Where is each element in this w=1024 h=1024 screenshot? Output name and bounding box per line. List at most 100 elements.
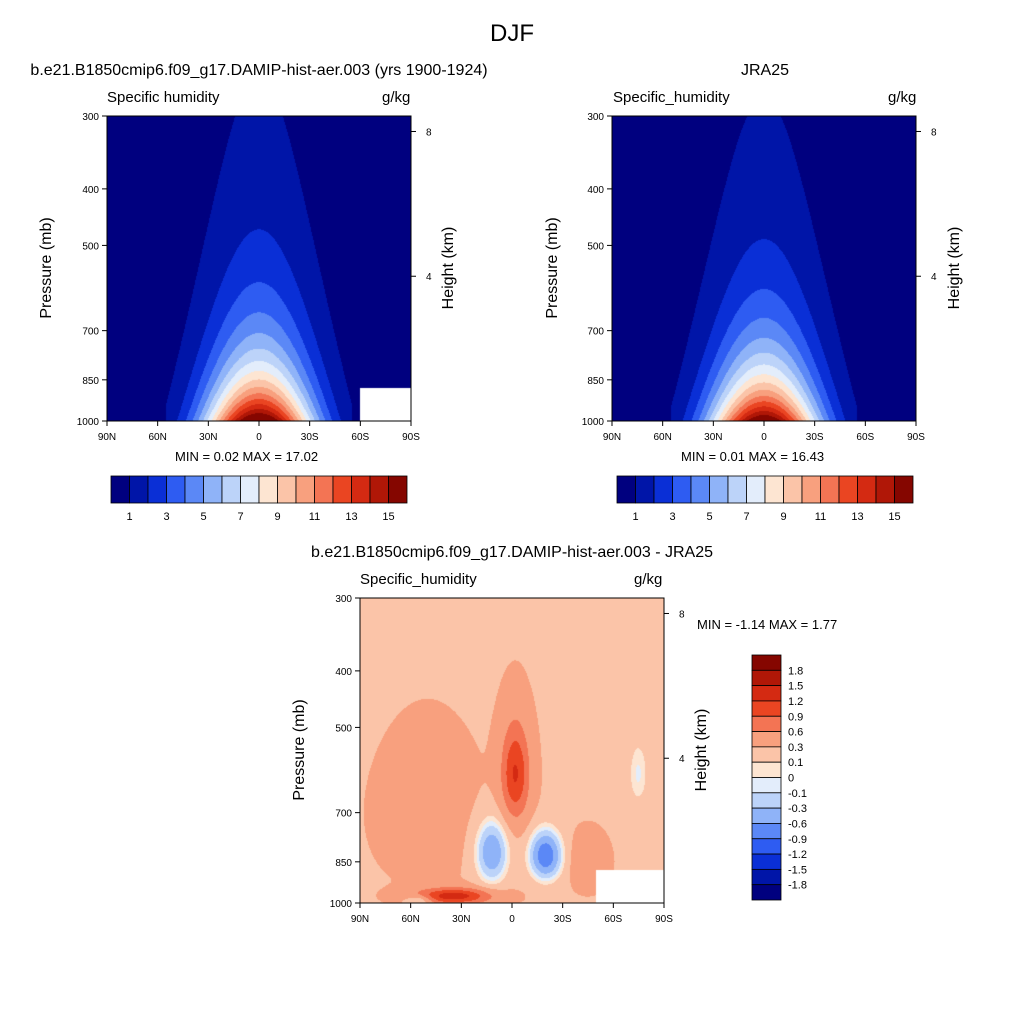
panel-2-field: [612, 116, 916, 421]
colorbar-swatch: [751, 715, 782, 732]
colorbar-swatch: [653, 475, 673, 504]
colorbar-label: 15: [888, 511, 900, 523]
y-tick-label: 300: [82, 112, 99, 123]
colorbar-label: 9: [274, 511, 280, 523]
x-tick-label: 60N: [401, 914, 419, 925]
colorbar-swatch: [635, 475, 655, 504]
panel-3-field: [360, 598, 664, 903]
panel-1-field-label: Specific humidity: [107, 89, 220, 106]
height-tick-label: 8: [679, 609, 685, 620]
colorbar-label: -1.5: [788, 864, 807, 876]
colorbar-swatch: [369, 475, 389, 504]
colorbar-swatch: [751, 777, 782, 794]
colorbar-label: 1.2: [788, 696, 803, 708]
y-tick-label: 300: [587, 112, 604, 123]
colorbar-label: -0.3: [788, 803, 807, 815]
colorbar-swatch: [751, 868, 782, 886]
panel-2-plot: 90N 60N 30N 0 30S 60S 90S 300 400 500 700 850 1000 4 8: [582, 112, 937, 443]
panel-2-title: JRA25: [740, 62, 790, 79]
colorbar-swatch: [221, 475, 241, 504]
colorbar-swatch: [894, 475, 914, 504]
x-tick-label: 30N: [704, 432, 722, 443]
panel-1-field: [107, 116, 411, 421]
y-tick-label: 300: [335, 594, 352, 605]
x-tick-label: 60S: [351, 432, 369, 443]
panel-1-plot: 90N 60N 30N 0 30S 60S 90S 300 400 500 700 850 1000 4 8: [77, 112, 432, 443]
y-tick-label: 850: [82, 376, 99, 387]
colorbar-swatch: [258, 475, 278, 504]
colorbar-swatch: [751, 654, 782, 671]
colorbar-swatch: [751, 685, 782, 702]
panel-3-colorbar: 1.8 1.5 1.2 0.9 0.6 0.3 0.1 0 -0.1 -0.3 -0.6 -0.9 -1…: [751, 654, 807, 901]
y-tick-label: 400: [82, 185, 99, 196]
colorbar-swatch: [147, 475, 167, 504]
y-tick-label: 700: [82, 327, 99, 338]
colorbar-swatch: [184, 475, 204, 504]
panel-2-field-label: Specific_humidity: [613, 89, 730, 106]
colorbar-label: 0: [788, 773, 794, 785]
colorbar-swatch: [751, 823, 782, 840]
panel-2-minmax: MIN = 0.01 MAX = 16.43: [681, 449, 825, 464]
colorbar-swatch: [751, 853, 782, 870]
colorbar-swatch: [166, 475, 186, 504]
height-tick-label: 4: [426, 272, 432, 283]
height-tick-label: 4: [931, 272, 937, 283]
colorbar-swatch: [751, 761, 782, 778]
colorbar-label: 1: [632, 511, 638, 523]
colorbar-swatch: [751, 700, 782, 717]
height-tick-label: 8: [426, 127, 432, 138]
panel-3-field-label: Specific_humidity: [360, 571, 477, 588]
panel-3-minmax: MIN = -1.14 MAX = 1.77: [697, 617, 838, 632]
colorbar-label: 0.6: [788, 727, 803, 739]
y-tick-label: 700: [335, 809, 352, 820]
panel-2-units: g/kg: [888, 89, 917, 106]
colorbar-label: 5: [706, 511, 712, 523]
colorbar-swatch: [709, 475, 729, 504]
colorbar-label: 0.3: [788, 742, 803, 754]
y-tick-label: 400: [335, 667, 352, 678]
colorbar-swatch: [751, 884, 782, 901]
colorbar-swatch: [783, 475, 803, 504]
colorbar-swatch: [332, 475, 352, 504]
x-tick-label: 90N: [603, 432, 621, 443]
colorbar-swatch: [751, 746, 782, 763]
figure-title: DJF: [490, 20, 534, 47]
x-tick-label: 30S: [301, 432, 319, 443]
colorbar-swatch: [820, 475, 840, 504]
colorbar-label: -0.6: [788, 818, 807, 830]
x-tick-label: 60N: [653, 432, 671, 443]
colorbar-swatch: [838, 475, 858, 504]
colorbar-swatch: [277, 475, 297, 504]
x-tick-label: 90S: [402, 432, 420, 443]
colorbar-swatch: [875, 475, 895, 504]
colorbar-swatch: [129, 475, 149, 504]
colorbar-swatch: [351, 475, 371, 504]
colorbar-label: 13: [345, 511, 357, 523]
colorbar-label: 0.9: [788, 711, 803, 723]
colorbar-swatch: [751, 669, 782, 687]
x-tick-label: 0: [256, 432, 262, 443]
x-tick-label: 0: [761, 432, 767, 443]
colorbar-label: 9: [780, 511, 786, 523]
colorbar-label: 3: [669, 511, 675, 523]
x-tick-label: 90N: [351, 914, 369, 925]
panel-3-units: g/kg: [634, 571, 663, 588]
colorbar-label: 7: [743, 511, 749, 523]
colorbar-label: 13: [851, 511, 863, 523]
colorbar-label: 3: [163, 511, 169, 523]
colorbar-label: 7: [237, 511, 243, 523]
colorbar-label: 1.8: [788, 665, 803, 677]
colorbar-label: 11: [309, 511, 320, 523]
colorbar-swatch: [751, 838, 782, 855]
colorbar-label: 1.5: [788, 681, 803, 693]
x-tick-label: 30S: [806, 432, 824, 443]
x-tick-label: 60N: [148, 432, 166, 443]
colorbar-label: -1.2: [788, 849, 807, 861]
x-tick-label: 90S: [655, 914, 673, 925]
colorbar-swatch: [764, 475, 784, 504]
x-tick-label: 0: [509, 914, 515, 925]
colorbar-label: 15: [382, 511, 394, 523]
y-tick-label: 500: [82, 241, 99, 252]
colorbar-swatch: [751, 807, 782, 824]
